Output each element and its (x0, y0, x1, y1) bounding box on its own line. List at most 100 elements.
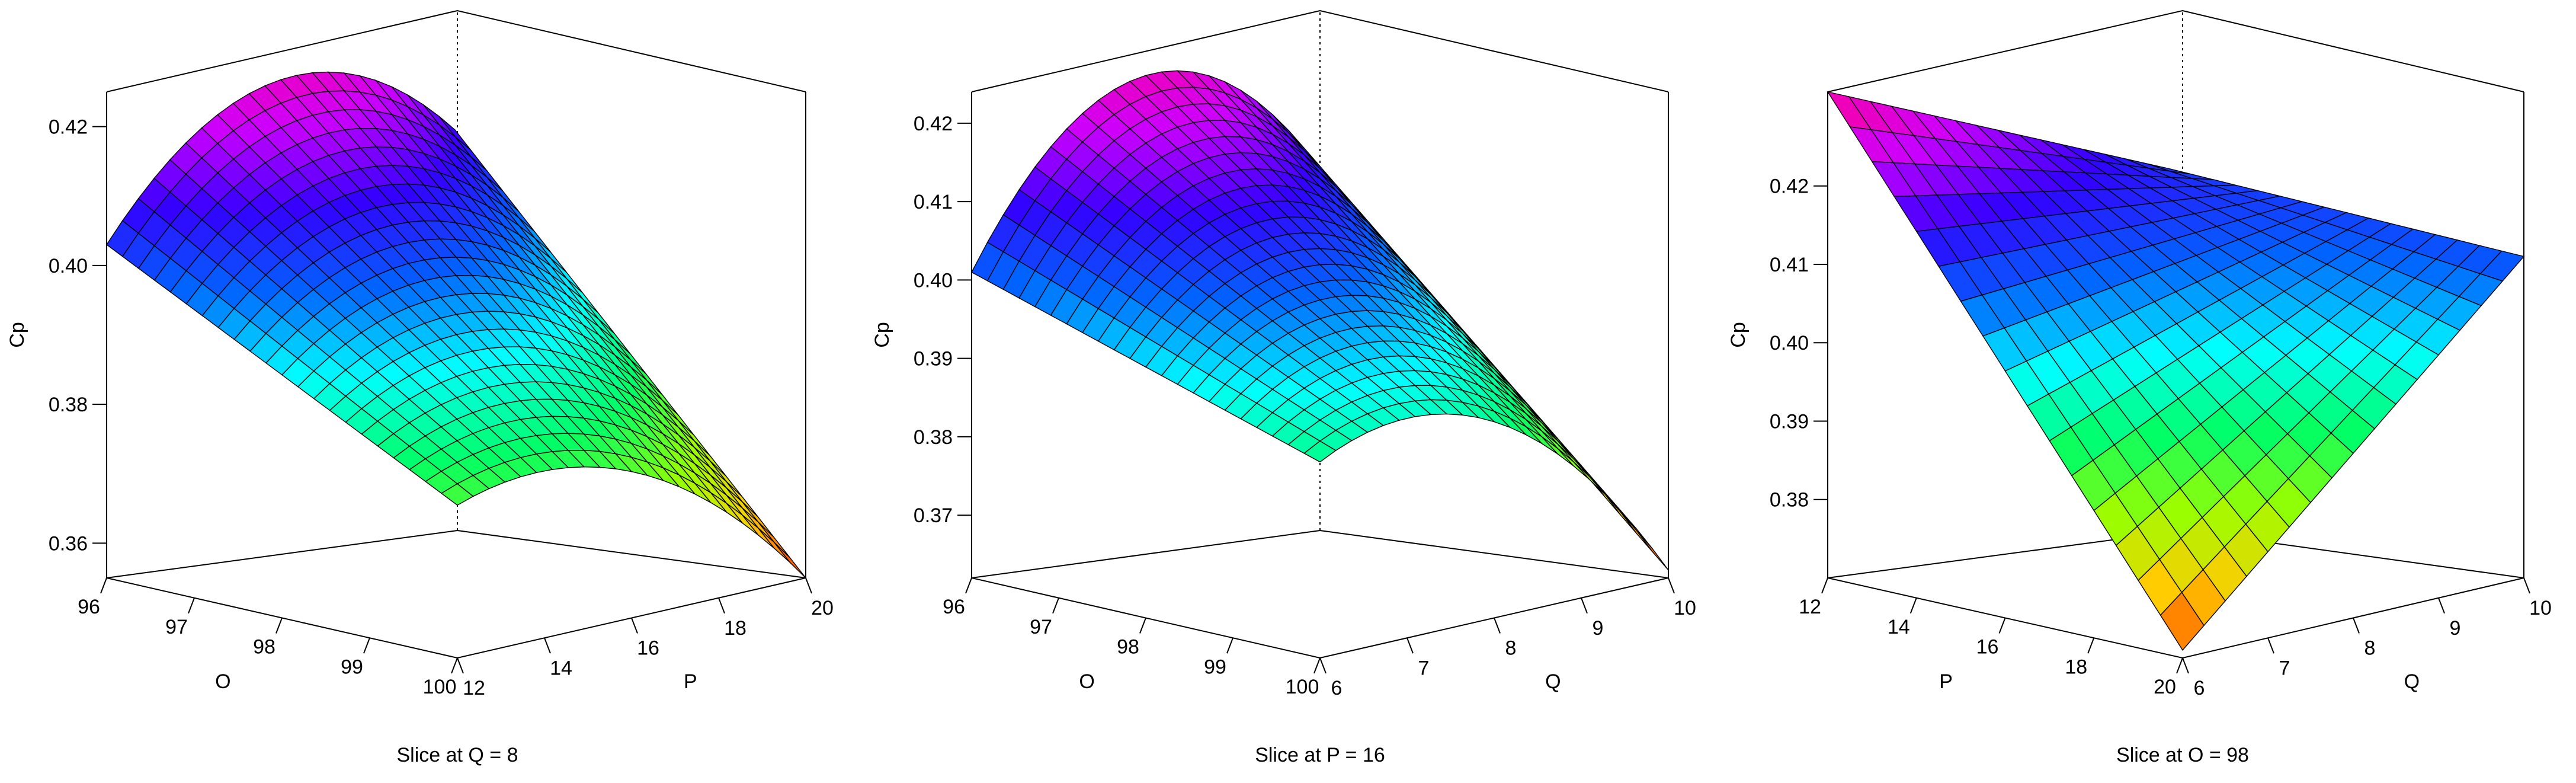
left-axis-tick-label: 96 (78, 596, 100, 618)
right-axis-tick-label: 6 (1331, 677, 1343, 699)
box-top-edges (1827, 9, 2524, 92)
right-axis-tick (1494, 618, 1501, 634)
chart-caption: Slice at O = 98 (2116, 744, 2249, 766)
left-axis-tick (1226, 637, 1233, 654)
chart-caption: Slice at Q = 8 (396, 744, 518, 766)
right-axis-tick (1581, 597, 1588, 614)
left-axis-label: O (1079, 670, 1094, 693)
left-axis-tick-label: 100 (423, 676, 457, 698)
right-axis-tick (1406, 637, 1414, 654)
surface (1827, 91, 2525, 651)
left-axis-tick-label: 98 (253, 636, 275, 659)
left-axis-tick-label: 97 (1030, 616, 1052, 638)
left-axis-tick (451, 657, 458, 674)
surface-facet (2160, 592, 2205, 651)
z-tick-label: 0.41 (914, 191, 953, 213)
left-axis-tick (1139, 618, 1146, 634)
right-axis-label: Q (1545, 670, 1561, 693)
right-axis-tick-label: 6 (2194, 677, 2205, 699)
left-axis-tick (1052, 597, 1059, 614)
right-axis-tick-label: 9 (2450, 617, 2461, 640)
left-axis-tick-label: 18 (2065, 656, 2087, 678)
right-axis-tick (2182, 657, 2189, 674)
left-axis-tick (2176, 657, 2183, 674)
right-axis-tick (457, 657, 464, 674)
right-axis-tick-label: 14 (550, 657, 572, 679)
right-axis-tick (805, 577, 812, 594)
z-tick-label: 0.40 (1770, 332, 1809, 354)
z-tick-label: 0.36 (49, 532, 88, 555)
right-axis-label: P (684, 670, 697, 693)
right-axis-tick-label: 7 (2279, 657, 2290, 679)
left-axis-tick-label: 99 (1204, 656, 1226, 678)
chart-panel-o98: 0.38 0.39 0.40 0.41 0.42 Cp 12 14 16 18 20 P 6 7 8 9 10 Q… (1727, 9, 2552, 766)
z-axis-label: Cp (6, 322, 28, 347)
right-axis-tick (2523, 577, 2530, 594)
left-axis-label: O (215, 670, 230, 693)
left-axis-tick (1821, 577, 1828, 594)
z-tick-label: 0.42 (914, 113, 953, 135)
surface (106, 71, 806, 579)
box-top-edges (971, 9, 1669, 92)
right-axis-tick-label: 8 (2364, 637, 2376, 660)
right-axis-tick-label: 20 (811, 597, 834, 619)
left-axis-tick-label: 100 (1286, 676, 1319, 698)
left-axis-tick-label: 99 (341, 656, 363, 678)
z-tick-label: 0.39 (1770, 410, 1809, 433)
right-axis-tick-label: 18 (724, 617, 746, 640)
z-tick-label: 0.42 (1770, 175, 1809, 198)
left-axis-tick (2087, 637, 2095, 654)
left-axis-tick-label: 14 (1888, 616, 1910, 638)
right-axis-tick-label: 10 (2529, 597, 2552, 619)
right-axis-tick (1668, 577, 1675, 594)
right-axis-tick-label: 12 (463, 677, 485, 699)
box-top-edges (106, 9, 806, 92)
left-axis-tick-label: 16 (1976, 636, 1999, 659)
z-tick-label: 0.41 (1770, 254, 1809, 276)
z-axis-label: Cp (871, 322, 893, 347)
z-tick-label: 0.37 (914, 504, 953, 527)
left-axis-tick (1313, 657, 1321, 674)
right-axis-tick (2438, 597, 2445, 614)
z-tick-label: 0.40 (914, 269, 953, 292)
right-axis-tick-label: 7 (1418, 657, 1430, 679)
left-axis-tick-label: 98 (1117, 636, 1139, 659)
chart-panel-q8: 0.36 0.38 0.40 0.42 Cp 96 97 98 99 100 O 12 14 16 18 20… (6, 9, 834, 766)
z-tick-label: 0.38 (1770, 489, 1809, 512)
left-axis-tick-label: 20 (2154, 676, 2176, 698)
left-axis-tick-label: 12 (1799, 596, 1821, 618)
right-axis-tick (631, 618, 638, 634)
right-axis-tick-label: 8 (1505, 637, 1517, 660)
z-tick-label: 0.42 (49, 116, 88, 139)
right-axis-tick (544, 637, 551, 654)
right-axis-tick-label: 16 (637, 637, 659, 660)
left-axis-tick (100, 577, 107, 594)
left-axis-tick (363, 637, 370, 654)
z-tick-label: 0.38 (49, 394, 88, 416)
left-axis-tick (965, 577, 972, 594)
left-axis-tick (188, 597, 195, 614)
right-axis-label: Q (2404, 670, 2420, 693)
left-axis-tick (275, 618, 283, 634)
surface-facet (1303, 440, 1337, 463)
box-floor-back-edges (106, 529, 806, 579)
left-axis-tick (1998, 618, 2006, 634)
surface (971, 70, 1669, 571)
z-axis-label: Cp (1727, 322, 1750, 347)
left-axis-label: P (1939, 670, 1953, 693)
left-axis-tick-label: 97 (165, 616, 188, 638)
z-tick-label: 0.38 (914, 426, 953, 449)
surface-facet (440, 483, 474, 506)
right-axis-tick (2267, 637, 2274, 654)
right-axis-tick-label: 10 (1674, 597, 1696, 619)
box-floor-back-edges (971, 529, 1669, 579)
right-axis-tick (2353, 618, 2360, 634)
right-axis-tick-label: 9 (1593, 617, 1604, 640)
right-axis-tick (1319, 657, 1327, 674)
z-tick-label: 0.39 (914, 348, 953, 370)
chart-caption: Slice at P = 16 (1255, 744, 1385, 766)
z-tick-label: 0.40 (49, 255, 88, 277)
left-axis-tick (1909, 597, 1917, 614)
